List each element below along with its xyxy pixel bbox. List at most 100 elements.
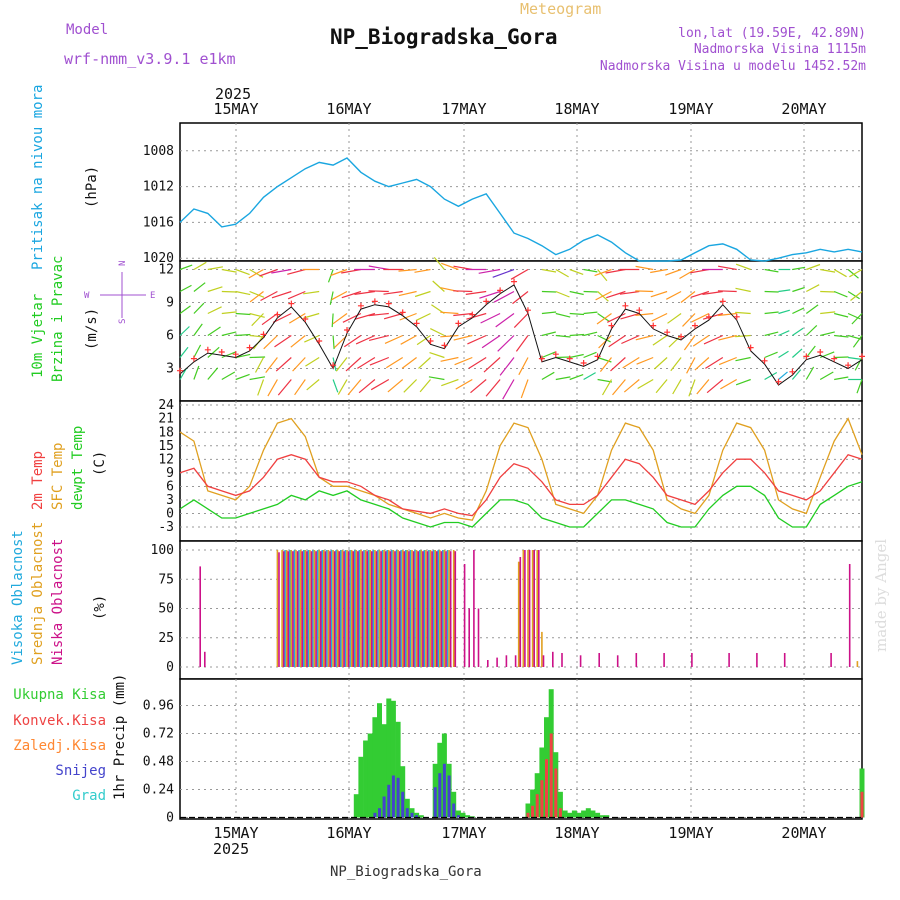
cloud-bar-high [386,550,388,667]
cloud-bar-low [473,550,475,667]
wind-arrow [193,365,200,380]
wind-arrow [415,312,431,322]
compass-e: E [150,291,155,301]
day-label-bottom: 19MAY [668,824,713,842]
wind-arrow [688,379,696,397]
wind-arrow [343,335,362,348]
day-label-top: 20MAY [781,100,826,118]
cloud-bar-low [436,551,438,667]
cloud-bar-mid [531,550,534,667]
y-tick-label: 12 [158,263,174,278]
wind-arrow [555,376,571,381]
cloud-bar-high [344,550,347,667]
cloud-bar-high [400,550,402,667]
cloud-bar-low [287,551,290,667]
wind-speed-line [179,284,863,386]
wind-label-1: 10m Vjetar [30,294,46,378]
wind-arrow [502,379,515,400]
y-tick-label: 75 [158,572,174,587]
cloud-bar-high [335,550,337,667]
cloud-bar-low [542,655,545,667]
chart-subtitle: Meteogram [520,0,601,18]
hail-label: Grad [72,788,106,804]
wind-gust-marker [789,368,796,375]
wind-arrow [478,268,501,274]
wind-arrow [791,369,802,380]
precip-bar-snow [373,812,377,818]
wind-gust-marker [580,360,587,366]
wind-arrow [520,379,529,399]
wind-arrow [805,345,816,358]
wind-gust-marker [511,278,518,285]
wind-arrow [440,311,459,315]
cloud-bar-mid [369,550,371,667]
cloud-bar-mid [856,661,859,667]
precip-bar-total [590,810,596,818]
wind-arrow [599,357,612,372]
wind-gust-marker [483,298,490,305]
wind-gust-marker [497,287,504,294]
wind-arrow [778,330,790,337]
wind-arrow [179,264,193,271]
wind-label-2: Brzina i Pravac [50,256,66,382]
wind-arrow [235,333,251,337]
cloud-bar-high [391,550,393,667]
wind-arrow [249,356,266,359]
wind-arrow [290,335,306,348]
cloud-bar-high [312,550,314,667]
wind-arrow [718,334,737,341]
wind-arrow [518,357,529,376]
wind-arrow [263,335,278,350]
wind-arrow [357,356,376,369]
wind-arrow [207,266,224,271]
wind-arrow [834,356,849,359]
y-tick-label: 6 [166,329,174,344]
wind-arrow [820,331,835,337]
cloud-bar-high [372,550,375,667]
wind-arrow [834,334,849,338]
wind-arrow [555,334,571,338]
cloud-bar-low [338,551,341,667]
wind-arrow [303,290,320,295]
y-tick-label: 9 [166,296,174,311]
wind-arrow [792,266,806,271]
wind-arrow [596,313,612,325]
freezing-label: Zaledj.Kisa [13,738,106,754]
wind-arrow [398,290,417,297]
cloud-bar-mid [281,550,283,667]
wind-arrow [594,268,612,277]
wind-gust-marker [705,313,712,320]
wind-arrow [541,331,556,337]
cloud-bar-low [384,551,387,667]
cloud-bar-high [367,550,370,667]
snow-label: Snijeg [55,763,106,779]
panel-0: 1008 1012 1016 1020 [143,122,863,266]
cloud-bar-high [293,550,296,667]
wind-arrow [335,357,348,372]
wind-gust-marker [177,367,183,374]
wind-arrow [453,290,473,293]
cloud-bar-low [204,651,206,667]
wind-arrow [179,305,191,314]
cloud-bar-low [389,551,392,667]
wind-arrow [288,312,306,324]
rain-conv-label: Konvek.Kisa [13,713,106,729]
wind-arrow [249,376,266,381]
cloud-bar-low [380,551,382,667]
wind-arrow [583,311,598,315]
wind-arrow [387,379,404,393]
wind-arrow [834,312,849,318]
wind-arrow [792,307,805,315]
lonlat-label: lon,lat (19.59E, 42.89N) [678,26,866,41]
wind-arrow [304,334,320,343]
precip-bar-conv [540,780,544,818]
wind-arrow [665,268,682,276]
cloud-bar-low [417,551,419,667]
cloud-bar-mid [429,550,432,667]
wind-arrow [847,290,860,300]
wind-arrow [430,328,445,337]
cloud-bar-low [394,551,396,667]
wind-arrow [432,280,445,292]
y-tick-label: -3 [158,520,174,535]
wind-arrow [433,257,445,270]
